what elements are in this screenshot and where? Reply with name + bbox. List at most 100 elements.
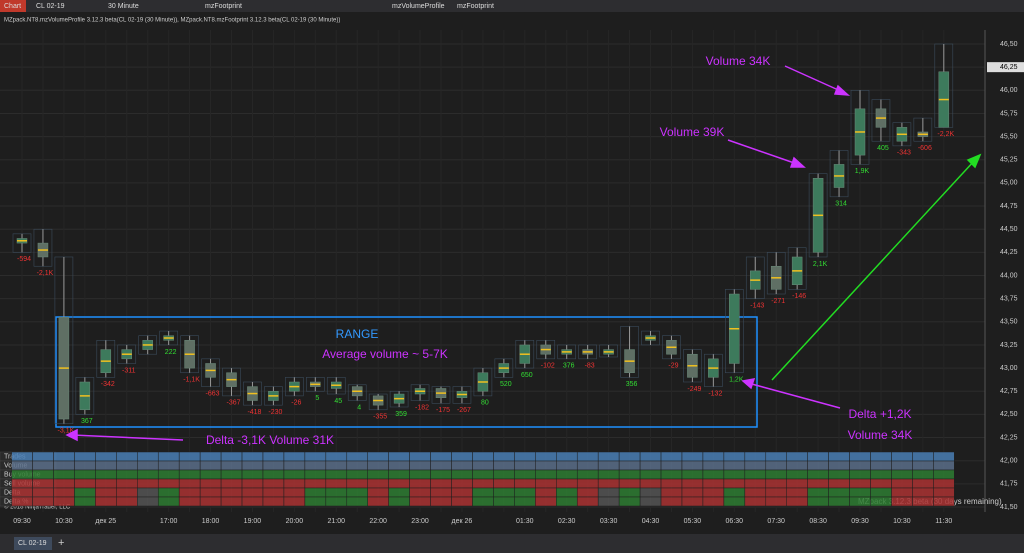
last-price-box bbox=[987, 62, 1024, 73]
table-cell bbox=[241, 460, 264, 471]
table-cell bbox=[493, 496, 515, 507]
table-cell bbox=[304, 496, 327, 507]
table-cell bbox=[912, 496, 934, 507]
x-tick-label: 02:30 bbox=[558, 518, 576, 525]
table-cell bbox=[74, 487, 96, 498]
table-cell bbox=[807, 451, 829, 462]
table-cell bbox=[849, 478, 871, 489]
table-cell bbox=[912, 469, 934, 480]
table-cell bbox=[870, 460, 892, 471]
table-cell bbox=[367, 451, 389, 462]
delta-label: -594 bbox=[17, 256, 31, 263]
table-cell bbox=[514, 478, 536, 489]
delta-label: -83 bbox=[585, 363, 595, 370]
delta-label: -343 bbox=[897, 150, 911, 157]
table-cell bbox=[451, 478, 473, 489]
indicator[interactable]: mzVolumeProfile bbox=[392, 3, 445, 10]
table-cell bbox=[11, 469, 33, 480]
table-cell bbox=[828, 496, 850, 507]
table-cell bbox=[535, 478, 557, 489]
table-cell bbox=[409, 451, 431, 462]
app-tab[interactable] bbox=[0, 0, 26, 12]
table-cell bbox=[116, 460, 138, 471]
table-cell bbox=[283, 496, 306, 507]
table-cell bbox=[158, 451, 180, 462]
interval[interactable]: 30 Minute bbox=[108, 3, 139, 10]
table-cell bbox=[283, 469, 306, 480]
table-cell bbox=[807, 469, 829, 480]
tab-bar bbox=[0, 534, 1024, 553]
table-cell bbox=[178, 460, 201, 471]
table-cell bbox=[556, 478, 578, 489]
table-cell bbox=[702, 460, 725, 471]
table-cell bbox=[765, 478, 787, 489]
delta-label: -182 bbox=[415, 404, 429, 411]
indicator[interactable]: mzFootprint bbox=[457, 3, 494, 10]
table-cell bbox=[220, 496, 243, 507]
table-cell bbox=[367, 460, 389, 471]
table-cell bbox=[116, 469, 138, 480]
y-tick-label: 46,50 bbox=[1000, 41, 1018, 48]
table-cell bbox=[32, 460, 54, 471]
table-cell bbox=[346, 460, 368, 471]
table-cell bbox=[262, 460, 285, 471]
table-cell bbox=[325, 451, 348, 462]
table-cell bbox=[618, 451, 641, 462]
table-cell bbox=[577, 451, 599, 462]
table-cell bbox=[116, 451, 138, 462]
table-cell bbox=[828, 460, 850, 471]
table-cell bbox=[849, 460, 871, 471]
table-cell bbox=[346, 496, 368, 507]
table-cell bbox=[472, 451, 494, 462]
y-tick-label: 41,50 bbox=[1000, 504, 1018, 511]
table-cell bbox=[933, 451, 955, 462]
annotation: Delta +1,2K bbox=[848, 407, 911, 421]
table-cell bbox=[535, 469, 557, 480]
table-cell bbox=[304, 451, 327, 462]
table-cell bbox=[262, 478, 285, 489]
table-cell bbox=[765, 451, 787, 462]
table-cell bbox=[241, 478, 264, 489]
table-cell bbox=[849, 487, 871, 498]
table-cell bbox=[891, 460, 913, 471]
annotation: Volume 34K bbox=[706, 54, 771, 68]
table-cell bbox=[430, 460, 452, 471]
y-tick-label: 42,75 bbox=[1000, 388, 1018, 395]
table-cell bbox=[178, 496, 201, 507]
table-cell bbox=[639, 496, 662, 507]
table-cell bbox=[786, 451, 808, 462]
table-cell bbox=[430, 451, 452, 462]
table-cell bbox=[514, 487, 536, 498]
table-cell bbox=[765, 496, 787, 507]
table-cell bbox=[137, 496, 159, 507]
indicator[interactable]: mzFootprint bbox=[205, 3, 242, 10]
tab[interactable] bbox=[14, 537, 52, 550]
table-cell bbox=[849, 496, 871, 507]
table-cell bbox=[681, 460, 704, 471]
y-tick-label: 43,00 bbox=[1000, 365, 1018, 372]
add-tab[interactable]: + bbox=[58, 537, 64, 549]
table-cell bbox=[95, 478, 117, 489]
delta-label: -2,1K bbox=[37, 270, 54, 277]
table-cell bbox=[597, 460, 620, 471]
delta-label: -663 bbox=[206, 390, 220, 397]
table-cell bbox=[556, 487, 578, 498]
table-cell bbox=[220, 478, 243, 489]
table-cell bbox=[199, 451, 222, 462]
table-cell bbox=[577, 487, 599, 498]
table-cell bbox=[388, 469, 410, 480]
last-price: 46,25 bbox=[1000, 64, 1018, 71]
annotation: Average volume ~ 5-7K bbox=[322, 347, 448, 361]
table-cell bbox=[744, 478, 766, 489]
annotation: RANGE bbox=[336, 327, 379, 341]
annotation: Volume 34K bbox=[848, 428, 913, 442]
table-cell bbox=[158, 478, 180, 489]
table-cell bbox=[870, 496, 892, 507]
table-cell bbox=[262, 496, 285, 507]
y-tick-label: 43,75 bbox=[1000, 295, 1018, 302]
table-cell bbox=[723, 460, 746, 471]
instrument[interactable]: CL 02-19 bbox=[36, 3, 65, 10]
table-cell bbox=[681, 451, 704, 462]
table-cell bbox=[912, 487, 934, 498]
table-cell bbox=[786, 478, 808, 489]
